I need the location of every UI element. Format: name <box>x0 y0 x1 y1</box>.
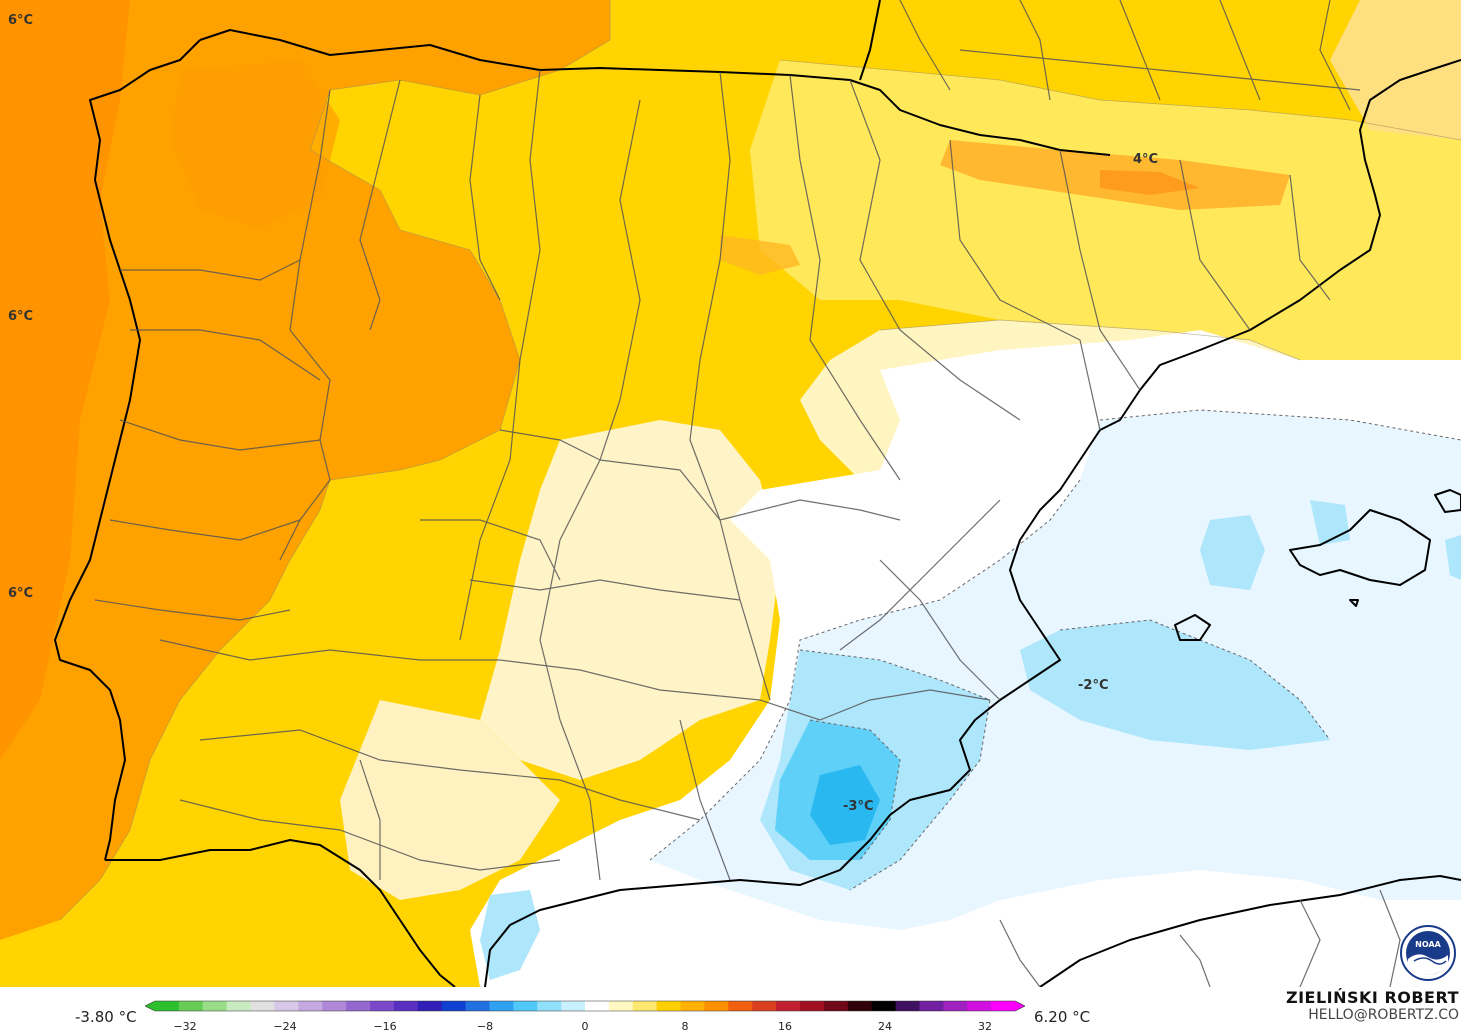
legend-border <box>145 1000 1025 1012</box>
legend-swatch <box>919 1001 944 1011</box>
legend-swatch <box>585 1001 610 1011</box>
temperature-anomaly-map: 6°C 6°C 6°C 4°C -2°C -3°C <box>0 0 1461 987</box>
legend-swatch <box>991 1001 1016 1011</box>
legend-tick-label: 16 <box>778 1020 792 1033</box>
contour-lines <box>649 409 1461 891</box>
legend-swatch <box>608 1001 634 1011</box>
anomaly-band-deep-orange-nw <box>170 60 340 230</box>
province-borders <box>94 0 1401 987</box>
legend-swatch <box>752 1001 777 1011</box>
legend-swatch <box>895 1001 920 1011</box>
legend-tick-label: 24 <box>878 1020 892 1033</box>
legend-swatch <box>871 1001 897 1011</box>
anomaly-band-blue-east <box>1445 535 1461 580</box>
legend-tick-label: 0 <box>581 1020 589 1033</box>
legend-swatch <box>441 1001 467 1011</box>
author-email: HELLO@ROBERTZ.CO <box>1308 1007 1459 1023</box>
legend-swatch <box>537 1001 562 1011</box>
author-credit: ZIELIŃSKI ROBERT HELLO@ROBERTZ.CO <box>1286 988 1459 1023</box>
legend-swatch <box>465 1001 490 1011</box>
anomaly-band-orange <box>0 0 610 940</box>
legend-swatch <box>489 1001 514 1011</box>
anomaly-band-cream-center <box>480 420 780 780</box>
legend-swatch <box>298 1001 323 1011</box>
anomaly-band-blue <box>1020 620 1330 750</box>
contour-label-murcia: -3°C <box>843 799 873 814</box>
coastlines <box>54 0 1461 987</box>
legend-swatch <box>226 1001 252 1011</box>
contour-label-west: 6°C <box>8 309 33 324</box>
legend-swatch <box>800 1001 825 1011</box>
legend-swatch <box>250 1001 275 1011</box>
legend-swatch <box>322 1001 347 1011</box>
contour-label-southwest: 6°C <box>8 586 33 601</box>
contour-label-pyrenees: 4°C <box>1133 152 1158 167</box>
legend-swatch <box>370 1001 395 1011</box>
legend-swatch <box>776 1001 801 1011</box>
legend-swatch <box>178 1001 204 1011</box>
legend-swatch <box>847 1001 873 1011</box>
legend-arrow-left <box>145 1001 155 1011</box>
legend-swatch <box>823 1001 849 1011</box>
legend-swatch <box>393 1001 419 1011</box>
legend-tick-label: −24 <box>273 1020 297 1033</box>
legend-max-value: 6.20 °C <box>1034 1008 1091 1026</box>
legend-swatch <box>561 1001 586 1011</box>
legend-swatch <box>417 1001 443 1011</box>
anomaly-band-blue-alboran <box>480 890 540 980</box>
legend-swatch <box>513 1001 538 1011</box>
legend-swatch <box>704 1001 729 1011</box>
anomaly-band-pyrenees-core <box>1100 170 1200 195</box>
contour-label-northwest: 6°C <box>8 13 33 28</box>
legend-tick-label: −8 <box>476 1020 494 1033</box>
legend-tick-label: 8 <box>681 1020 689 1033</box>
noaa-logo: NOAA <box>1400 925 1456 981</box>
legend-tick-label: −16 <box>373 1020 397 1033</box>
anomaly-band-blue-mallorca <box>1310 500 1350 545</box>
anomaly-band-pale-ne-corner <box>1330 0 1461 140</box>
legend-swatch <box>728 1001 753 1011</box>
legend-swatch <box>202 1001 228 1011</box>
anomaly-band-iberian-orange <box>720 235 800 275</box>
author-name: ZIELIŃSKI ROBERT <box>1285 988 1459 1007</box>
anomaly-band-deepest-blue <box>810 765 880 845</box>
anomaly-band-blue-balearic <box>1200 515 1265 590</box>
legend-swatch <box>632 1001 658 1011</box>
legend-swatch <box>155 1001 180 1011</box>
legend-swatch <box>274 1001 299 1011</box>
legend-swatch <box>680 1001 705 1011</box>
noaa-logo-text: NOAA <box>1415 940 1441 949</box>
legend-color-scale <box>145 1000 1025 1012</box>
legend-tick-label: 32 <box>978 1020 992 1033</box>
legend-swatch <box>656 1001 682 1011</box>
legend-swatch <box>967 1001 992 1011</box>
legend-arrow-right <box>1015 1001 1025 1011</box>
legend-swatch <box>943 1001 968 1011</box>
legend-swatch <box>346 1001 371 1011</box>
anomaly-band-pale-north <box>750 60 1461 360</box>
contour-label-balearic-sea: -2°C <box>1078 678 1108 693</box>
legend-tick-label: −32 <box>173 1020 197 1033</box>
legend-min-value: -3.80 °C <box>75 1008 137 1026</box>
